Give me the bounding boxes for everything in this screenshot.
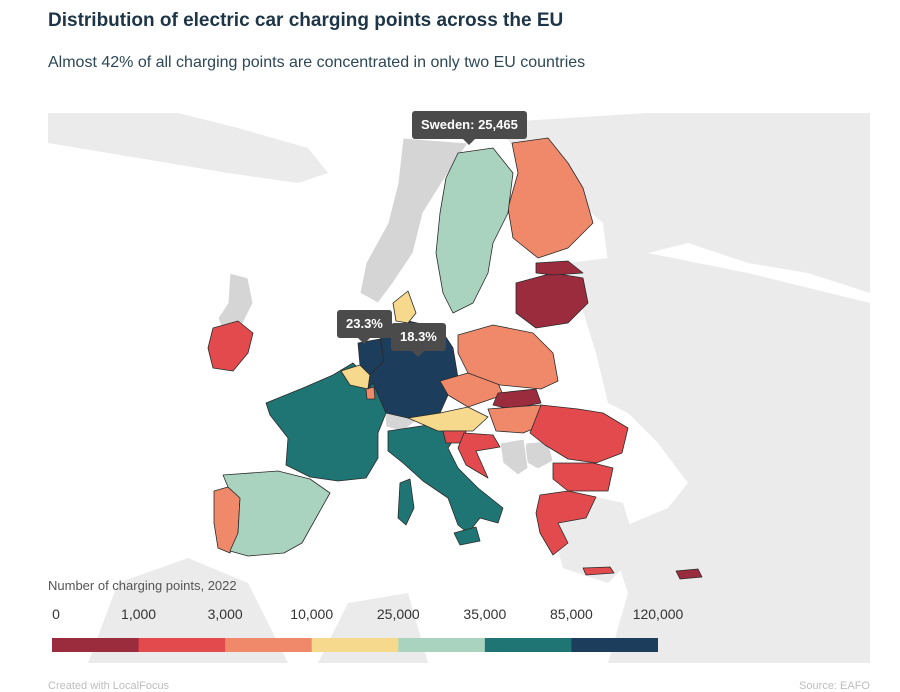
legend-swatch: [484, 638, 572, 652]
country-bulgaria: [552, 462, 614, 492]
footer-credit: Created with LocalFocus: [48, 680, 170, 692]
legend-swatch: [52, 638, 140, 652]
country-croatia: [457, 432, 501, 479]
country-crete: [582, 566, 615, 576]
country-luxembourg: [365, 386, 376, 400]
country-finland: [507, 137, 594, 259]
country-denmark: [392, 290, 417, 324]
eu-choropleth-map: [48, 113, 870, 663]
legend-swatch: [138, 638, 226, 652]
chart-subtitle: Almost 42% of all charging points are co…: [48, 54, 586, 71]
country-sicily: [453, 526, 481, 546]
legend-swatch: [225, 638, 313, 652]
country-sardinia: [397, 478, 415, 526]
footer-source: Source: EAFO: [799, 680, 870, 692]
legend-tick-label: 25,000: [376, 606, 420, 622]
eu-countries[interactable]: [207, 137, 703, 580]
legend-swatch: [571, 638, 658, 652]
country-france: [265, 362, 387, 482]
legend-tick-label: 35,000: [463, 606, 507, 622]
country-romania: [529, 404, 629, 464]
tooltip-sweden: Sweden: 25,465: [412, 111, 527, 145]
tooltip-netherlands: 23.3%: [337, 310, 392, 344]
country-latvia-lithuania: [515, 272, 589, 329]
country-sweden: [435, 147, 514, 314]
legend-tick-label: 120,000: [632, 606, 684, 622]
country-ireland: [207, 320, 254, 372]
chart-title: Distribution of electric car charging po…: [48, 10, 564, 31]
legend-swatch: [311, 638, 399, 652]
country-spain: [222, 470, 331, 557]
background-land: [48, 113, 870, 663]
legend-tick-label: 85,000: [550, 606, 593, 622]
country-poland: [457, 324, 559, 390]
legend-tick-label: 0: [52, 606, 60, 622]
country-estonia: [535, 260, 584, 276]
country-austria: [407, 406, 489, 432]
country-greece: [535, 490, 597, 556]
legend-color-bar: [52, 638, 658, 652]
legend-swatch: [398, 638, 486, 652]
country-cyprus: [675, 568, 703, 580]
legend-tick-label: 1,000: [121, 606, 157, 622]
tooltip-germany: 18.3%: [391, 323, 446, 357]
legend-tick-label: 10,000: [290, 606, 334, 622]
legend-tick-label: 3,000: [207, 606, 243, 622]
legend-title: Number of charging points, 2022: [48, 578, 237, 593]
